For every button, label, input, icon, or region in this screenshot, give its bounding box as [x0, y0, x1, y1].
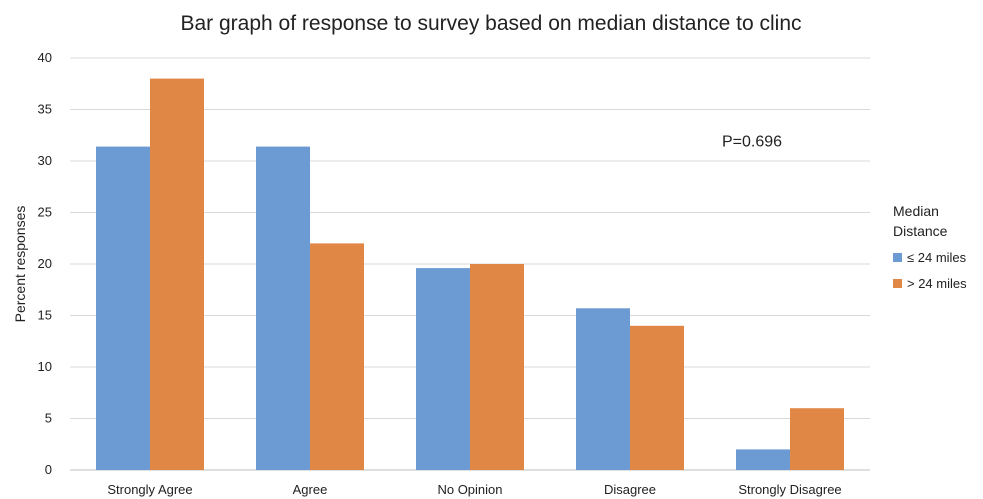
- bar: [150, 78, 204, 470]
- x-category-label: Strongly Agree: [107, 482, 192, 497]
- x-category-label: No Opinion: [437, 482, 502, 497]
- y-axis-ticks: 0 5 10 15 20 25 30 35 40: [38, 50, 52, 477]
- y-tick-label: 10: [38, 359, 52, 374]
- x-category-label: Strongly Disagree: [738, 482, 841, 497]
- legend: Median Distance ≤ 24 miles > 24 miles: [893, 203, 967, 291]
- bar: [470, 264, 524, 470]
- y-tick-label: 35: [38, 102, 52, 117]
- y-tick-label: 20: [38, 256, 52, 271]
- x-category-label: Agree: [293, 482, 328, 497]
- bar: [576, 308, 630, 470]
- legend-swatch: [893, 279, 902, 288]
- bar: [790, 408, 844, 470]
- bar: [630, 325, 684, 470]
- bar: [416, 268, 470, 470]
- y-tick-label: 0: [45, 462, 52, 477]
- legend-entry: > 24 miles: [907, 276, 967, 291]
- bar: [310, 243, 364, 470]
- x-axis-categories: Strongly Agree Agree No Opinion Disagree Str…: [107, 482, 841, 497]
- p-value-annotation: P=0.696: [722, 133, 782, 150]
- legend-swatch: [893, 253, 902, 262]
- y-tick-label: 5: [45, 411, 52, 426]
- y-tick-label: 25: [38, 205, 52, 220]
- y-axis-title: Percent responses: [12, 206, 28, 323]
- bar: [736, 449, 790, 470]
- x-category-label: Disagree: [604, 482, 656, 497]
- annotations: P=0.696: [722, 133, 782, 150]
- bar: [96, 146, 150, 470]
- legend-title: Distance: [893, 223, 948, 239]
- y-tick-label: 15: [38, 308, 52, 323]
- bars: [96, 78, 844, 470]
- legend-entry: ≤ 24 miles: [907, 250, 967, 265]
- y-tick-label: 40: [38, 50, 52, 65]
- legend-title: Median: [893, 203, 939, 219]
- chart-title: Bar graph of response to survey based on…: [180, 12, 801, 35]
- y-tick-label: 30: [38, 153, 52, 168]
- bar: [256, 146, 310, 470]
